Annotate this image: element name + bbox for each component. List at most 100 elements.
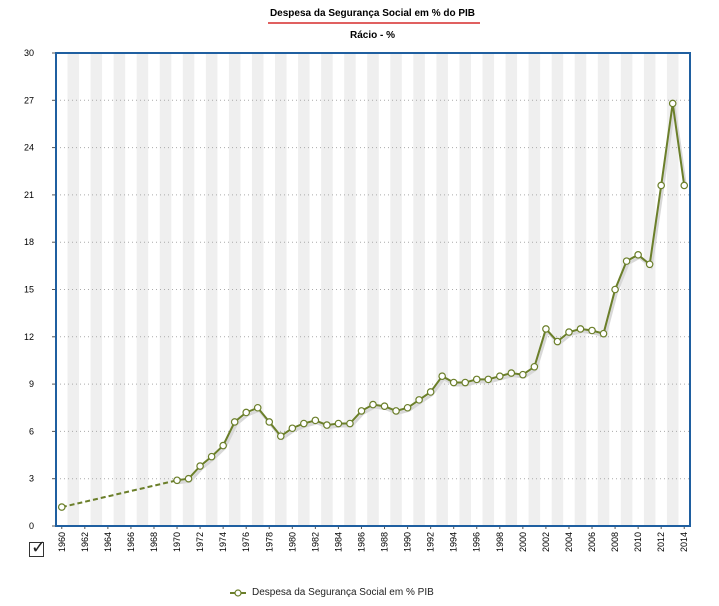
x-tick-label: 2012 [656, 532, 666, 552]
x-tick-label: 1964 [103, 532, 113, 552]
x-tick-label: 2002 [541, 532, 551, 552]
data-point [369, 400, 377, 409]
data-point [553, 337, 562, 346]
x-tick-label: 1982 [310, 532, 320, 552]
data-point [472, 375, 481, 384]
data-point [392, 407, 400, 415]
x-tick-label: 1976 [241, 532, 251, 552]
chart-title: Despesa da Segurança Social em % do PIB [269, 8, 476, 19]
series-toggle-checkbox[interactable]: ✓ [29, 538, 46, 557]
data-point [323, 421, 331, 429]
grid-band [67, 53, 80, 526]
grid-band [344, 53, 356, 526]
plot-border [55, 52, 691, 527]
grid-band [228, 53, 241, 526]
checkmark-icon: ✓ [31, 537, 47, 557]
data-point [357, 407, 366, 415]
x-tick-label: 2000 [518, 532, 528, 552]
series-line-dashed [61, 479, 178, 509]
x-tick-label: 2006 [587, 532, 597, 552]
x-tick-label: 1968 [149, 532, 159, 552]
title-underline [268, 22, 480, 24]
data-point [207, 452, 216, 461]
data-point [173, 476, 181, 485]
data-point [57, 503, 66, 511]
data-point [530, 362, 539, 371]
grid-band [551, 53, 564, 526]
data-point [403, 403, 412, 412]
data-point [565, 328, 573, 336]
grid-band [159, 53, 172, 526]
data-point [253, 403, 262, 412]
grid-band [321, 53, 333, 526]
grid-band [436, 53, 448, 526]
data-point [588, 326, 596, 335]
data-point [657, 181, 665, 190]
data-point [495, 372, 504, 381]
grid-band [528, 53, 541, 526]
x-tick-label: 1974 [218, 532, 228, 552]
x-tick-label: 2010 [633, 532, 643, 552]
y-tick-label: 24 [24, 143, 34, 153]
data-point [265, 418, 274, 426]
data-point [184, 474, 193, 483]
data-point [576, 325, 585, 333]
x-tick-label: 1970 [172, 532, 182, 552]
x-tick-label: 1972 [195, 532, 205, 552]
y-tick-label: 12 [24, 332, 34, 342]
data-point [334, 419, 343, 428]
data-point [230, 418, 239, 426]
legend[interactable]: Despesa da Segurança Social em % PIB [230, 587, 434, 598]
data-point [680, 181, 689, 190]
x-tick-label: 1994 [449, 532, 459, 552]
legend-marker-icon [230, 588, 246, 597]
grid-band [205, 53, 218, 526]
y-tick-label: 6 [29, 426, 34, 436]
data-point [242, 408, 251, 417]
y-tick-label: 30 [24, 48, 34, 58]
data-point [196, 462, 204, 470]
data-point [219, 441, 227, 450]
grid-band [113, 53, 126, 526]
x-tick-label: 1960 [57, 532, 67, 552]
data-point [634, 251, 642, 259]
x-tick-label: 1978 [264, 532, 274, 552]
data-point [300, 419, 308, 428]
data-point [542, 325, 550, 333]
data-point [507, 369, 516, 377]
x-tick-label: 1996 [472, 532, 482, 552]
data-point [645, 260, 654, 269]
data-point [288, 424, 297, 433]
grid-band [643, 53, 656, 526]
grid-band [505, 53, 518, 526]
x-tick-label: 2004 [564, 532, 574, 552]
data-point [415, 396, 423, 404]
data-point [519, 370, 527, 379]
data-point [668, 99, 677, 108]
y-tick-label: 21 [24, 190, 34, 200]
data-point [346, 419, 354, 428]
x-tick-label: 1980 [287, 532, 297, 552]
x-tick-label: 1962 [80, 532, 90, 552]
x-tick-label: 1992 [426, 532, 436, 552]
chart-subtitle: Rácio - % [349, 30, 395, 41]
data-point [449, 378, 458, 387]
x-tick-label: 2014 [679, 532, 689, 552]
data-point [438, 372, 446, 381]
x-tick-label: 1986 [356, 532, 366, 552]
data-point [311, 416, 320, 425]
x-tick-label: 1984 [333, 532, 343, 552]
y-tick-label: 0 [29, 521, 34, 531]
data-point [380, 402, 389, 410]
x-tick-label: 1988 [380, 532, 390, 552]
data-point [599, 329, 608, 338]
x-tick-label: 1966 [126, 532, 136, 552]
data-point [276, 432, 285, 440]
grid-band [597, 53, 610, 526]
grid-band [413, 53, 425, 526]
data-point [484, 375, 493, 384]
x-tick-label: 1998 [495, 532, 505, 552]
y-tick-label: 15 [24, 285, 34, 295]
y-tick-label: 27 [24, 95, 34, 105]
